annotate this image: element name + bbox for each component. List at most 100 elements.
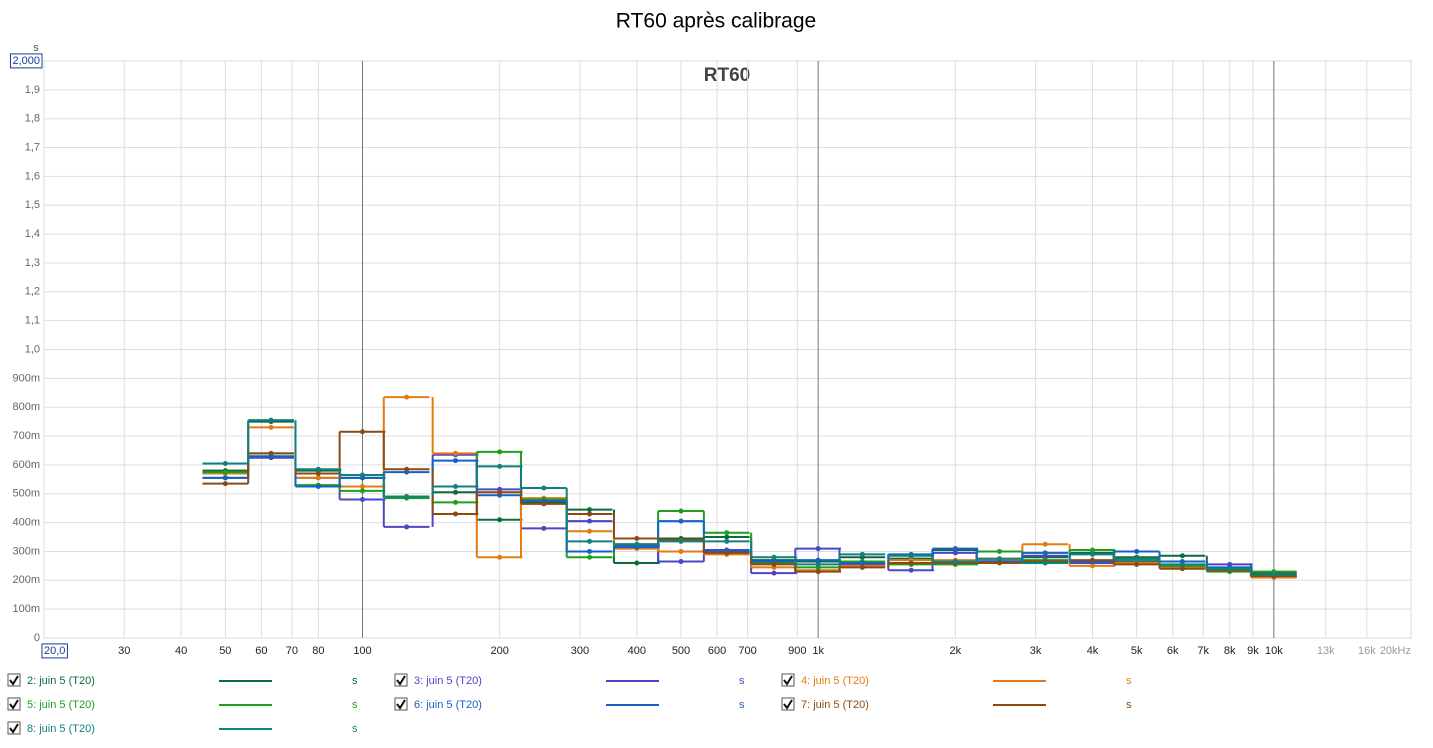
y-tick-label: 100m (12, 603, 40, 615)
point (1179, 566, 1185, 572)
x-tick-label: 10k (1265, 645, 1283, 657)
x-tick-label: 9k (1247, 645, 1259, 657)
point (1090, 551, 1096, 557)
point (1227, 566, 1233, 572)
y-tick-label: 1,7 (25, 141, 40, 153)
point (859, 551, 865, 557)
point (1179, 553, 1185, 559)
x-tick-label: 1k (812, 645, 824, 657)
point (268, 417, 274, 423)
x-tick-label: 300 (571, 645, 589, 657)
point (771, 554, 777, 560)
x-tick-label: 16k (1358, 645, 1376, 657)
x-tick-label: 20,0 (44, 645, 65, 657)
y-tick-label: 1,0 (25, 343, 40, 355)
point (634, 535, 640, 541)
x-tick-label: 2k (950, 645, 962, 657)
x-tick-label: 5k (1131, 645, 1143, 657)
y-tick-label: 200m (12, 574, 40, 586)
x-tick-label: 13k (1317, 645, 1335, 657)
legend-check (783, 675, 793, 686)
legend-label: 7: juin 5 (T20) (801, 699, 869, 711)
series (202, 417, 1297, 578)
y-tick-label: 600m (12, 459, 40, 471)
point (404, 394, 410, 400)
point (1090, 547, 1096, 553)
legend-unit: s (739, 699, 745, 711)
point (908, 567, 914, 573)
point (952, 559, 958, 565)
point (453, 450, 459, 456)
point (815, 569, 821, 575)
point (1271, 572, 1277, 578)
point (815, 546, 821, 552)
point (453, 489, 459, 495)
point (1042, 560, 1048, 566)
x-tick-label: 60 (255, 645, 267, 657)
x-tick-label: 70 (286, 645, 298, 657)
legend-unit: s (1126, 699, 1132, 711)
point (1090, 557, 1096, 563)
y-tick-label: 900m (12, 372, 40, 384)
point (996, 556, 1002, 562)
point (1042, 541, 1048, 547)
x-tick-label: 6k (1167, 645, 1179, 657)
point (724, 534, 730, 540)
point (678, 518, 684, 524)
x-tick-label: 600 (708, 645, 726, 657)
point (678, 559, 684, 565)
y-tick-label: 0 (34, 632, 40, 644)
point (1134, 561, 1140, 567)
point (587, 548, 593, 554)
point (859, 564, 865, 570)
point (724, 550, 730, 556)
legend-check (396, 675, 406, 686)
point (587, 538, 593, 544)
legend-unit: s (352, 675, 358, 687)
y-tick-label: 1,2 (25, 286, 40, 298)
chart-title: RT60 après calibrage (616, 10, 816, 33)
legend-label: 4: juin 5 (T20) (801, 675, 869, 687)
legend-unit: s (739, 675, 745, 687)
point (315, 471, 321, 477)
y-tick-label: 1,5 (25, 199, 40, 211)
tick-box (41, 643, 68, 659)
legend-label: 5: juin 5 (T20) (27, 699, 95, 711)
legend-label: 8: juin 5 (T20) (27, 723, 95, 735)
point (952, 550, 958, 556)
legend-check (396, 699, 406, 710)
point (771, 570, 777, 576)
point (1179, 561, 1185, 567)
legend-check (9, 723, 19, 734)
legend-label: 6: juin 5 (T20) (414, 699, 482, 711)
x-tick-label: 50 (219, 645, 231, 657)
y-tick-label: 500m (12, 488, 40, 500)
legend-unit: s (352, 723, 358, 735)
y-unit: s (33, 42, 39, 54)
y-tick-label: 1,9 (25, 84, 40, 96)
point (1090, 563, 1096, 569)
x-tick-label: 100 (353, 645, 371, 657)
point (404, 524, 410, 530)
point (315, 475, 321, 481)
y-tick-label: 400m (12, 517, 40, 529)
point (859, 560, 865, 566)
legend-label: 3: juin 5 (T20) (414, 675, 482, 687)
point (359, 488, 365, 494)
point (497, 517, 503, 523)
point (315, 484, 321, 490)
x-tick-label: 30 (118, 645, 130, 657)
grid (43, 60, 1412, 639)
point (359, 484, 365, 490)
x-tick-label: 400 (628, 645, 646, 657)
point (724, 530, 730, 536)
point (587, 511, 593, 517)
point (587, 554, 593, 560)
point (359, 472, 365, 478)
x-tick-label: 8k (1224, 645, 1236, 657)
point (771, 561, 777, 567)
point (453, 458, 459, 464)
point (952, 546, 958, 552)
point (724, 538, 730, 544)
point (1134, 548, 1140, 554)
